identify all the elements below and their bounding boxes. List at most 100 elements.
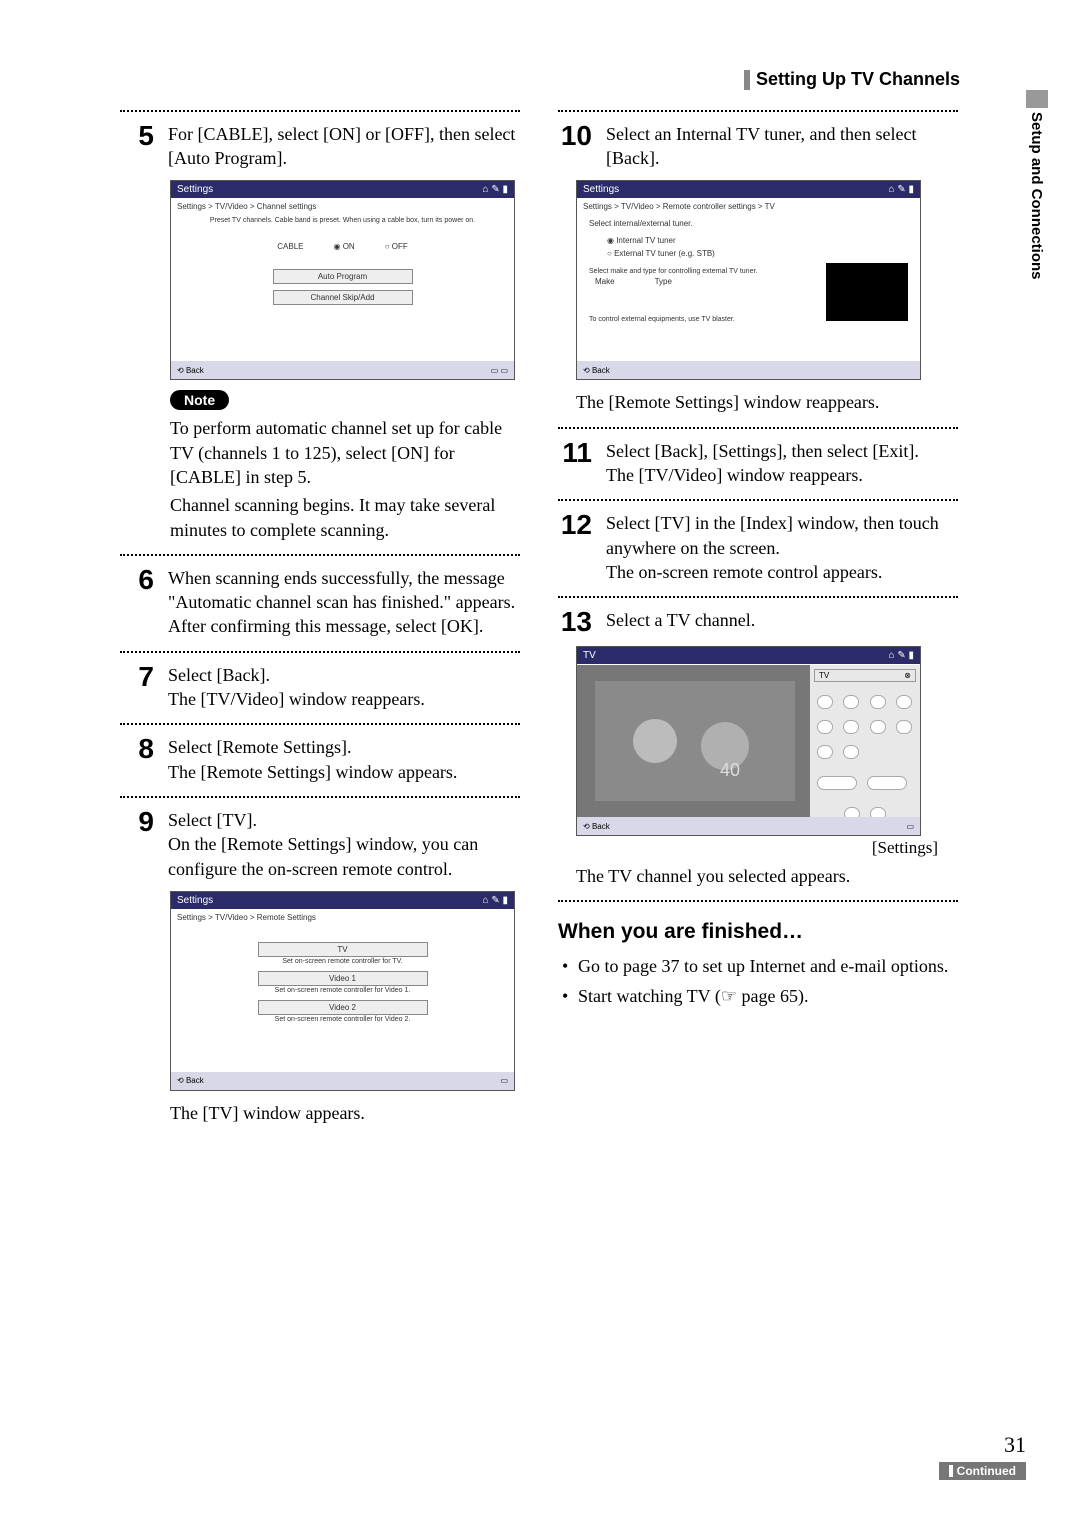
tv-remote-panel: TV⊗ (810, 665, 920, 817)
remote-wide-button (867, 776, 907, 790)
remote-wide-button (817, 776, 857, 790)
screenshot-remote-settings: Settings ⌂ ✎ ▮ Settings > TV/Video > Rem… (170, 891, 515, 1091)
step-text: Select [TV] in the [Index] window, then … (606, 511, 958, 584)
ss-back: ⟲ Back (177, 366, 204, 375)
ss-video2-caption: Set on-screen remote controller for Vide… (195, 1016, 490, 1023)
step-number: 8 (120, 735, 154, 763)
ss-tv-caption: Set on-screen remote controller for TV. (195, 958, 490, 965)
ss-type-label: Type (655, 277, 672, 286)
svg-text:40: 40 (720, 760, 740, 780)
step-number: 13 (558, 608, 592, 636)
ss-back: ⟲ Back (177, 1076, 204, 1085)
step-number: 7 (120, 663, 154, 691)
separator (120, 554, 520, 556)
remote-mini-button (817, 745, 833, 759)
ss-video2-button: Video 2 (258, 1000, 428, 1015)
note-paragraph-2: Channel scanning begins. It may take sev… (170, 493, 516, 542)
ss-video1-caption: Set on-screen remote controller for Vide… (195, 987, 490, 994)
ss-opt-external: ○ External TV tuner (e.g. STB) (607, 249, 908, 258)
ss-title: Settings (177, 895, 213, 906)
ss-back: ⟲ Back (583, 822, 610, 831)
remote-mini-button (817, 695, 833, 709)
finished-heading: When you are finished… (558, 920, 958, 944)
ss-tv-button: TV (258, 942, 428, 957)
step-number: 5 (120, 122, 154, 150)
side-tab-label: Setup and Connections (1026, 112, 1045, 280)
page-content: Setting Up TV Channels 5 For [CABLE], se… (120, 70, 960, 1125)
step-number: 11 (558, 439, 592, 467)
remote-mini-button (896, 720, 912, 734)
separator (558, 499, 958, 501)
ss-radio-on: ◉ ON (333, 242, 354, 251)
bullet-internet: Go to page 37 to set up Internet and e-m… (562, 954, 958, 979)
ss-title-icons: ⌂ ✎ ▮ (483, 184, 508, 195)
page-ref-icon: ☞ (721, 986, 737, 1006)
step-text: Select [Back]. The [TV/Video] window rea… (168, 663, 520, 712)
remote-mini-button (843, 720, 859, 734)
step-number: 6 (120, 566, 154, 594)
ss-title-icons: ⌂ ✎ ▮ (889, 650, 914, 661)
step-5: 5 For [CABLE], select [ON] or [OFF], the… (120, 122, 520, 171)
step-6: 6 When scanning ends successfully, the m… (120, 566, 520, 639)
bullet-watch-tv: Start watching TV (☞ page 65). (562, 984, 958, 1009)
separator (558, 110, 958, 112)
remote-mini-button (870, 720, 886, 734)
step-7: 7 Select [Back]. The [TV/Video] window r… (120, 663, 520, 712)
step-11: 11 Select [Back], [Settings], then selec… (558, 439, 958, 488)
ss-opt-internal: ◉ Internal TV tuner (607, 236, 908, 245)
ss-footer-icons: ▭ ▭ (491, 366, 508, 375)
step-number: 12 (558, 511, 592, 539)
step-number: 10 (558, 122, 592, 150)
ss-cable-label: CABLE (277, 242, 303, 251)
remote-mini-button (817, 720, 833, 734)
ss-auto-program-button: Auto Program (273, 269, 413, 284)
ss-title: Settings (583, 184, 619, 195)
step-text: When scanning ends successfully, the mes… (168, 566, 520, 639)
separator (120, 651, 520, 653)
ss-back: ⟲ Back (583, 366, 610, 375)
step-text: For [CABLE], select [ON] or [OFF], then … (168, 122, 520, 171)
settings-pointer-label: [Settings] (558, 838, 938, 858)
screenshot-channel-settings: Settings ⌂ ✎ ▮ Settings > TV/Video > Cha… (170, 180, 515, 380)
ss-title-icons: ⌂ ✎ ▮ (889, 184, 914, 195)
ss-title-icons: ⌂ ✎ ▮ (483, 895, 508, 906)
screenshot-tv-playback: TV ⌂ ✎ ▮ 40 TV⊗ (576, 646, 921, 836)
separator (120, 110, 520, 112)
step-text: Select a TV channel. (606, 608, 958, 632)
step-13: 13 Select a TV channel. (558, 608, 958, 636)
caption-channel-appears: The TV channel you selected appears. (576, 864, 958, 888)
right-column: 10 Select an Internal TV tuner, and then… (558, 98, 958, 1125)
tv-channel-label: TV⊗ (814, 669, 916, 682)
step-text: Select [TV]. On the [Remote Settings] wi… (168, 808, 520, 881)
step-8: 8 Select [Remote Settings]. The [Remote … (120, 735, 520, 784)
ss-preview-box (826, 263, 908, 321)
ss-instruction: Preset TV channels. Cable band is preset… (195, 217, 490, 224)
tv-video-area: 40 (577, 665, 812, 817)
separator (120, 796, 520, 798)
ss-title: Settings (177, 184, 213, 195)
step-number: 9 (120, 808, 154, 836)
step-text: Select [Remote Settings]. The [Remote Se… (168, 735, 520, 784)
note-badge: Note (170, 390, 229, 410)
section-header: Setting Up TV Channels (744, 70, 960, 90)
caption-remote-window: The [Remote Settings] window reappears. (576, 390, 958, 414)
remote-mini-button (843, 745, 859, 759)
remote-mini-button (896, 695, 912, 709)
ss-make-label: Make (595, 277, 615, 286)
left-column: 5 For [CABLE], select [ON] or [OFF], the… (120, 98, 520, 1125)
separator (558, 596, 958, 598)
ss-footer-icons: ▭ (906, 822, 914, 831)
step-text: Select an Internal TV tuner, and then se… (606, 122, 958, 171)
step-9: 9 Select [TV]. On the [Remote Settings] … (120, 808, 520, 881)
finished-list: Go to page 37 to set up Internet and e-m… (558, 954, 958, 1008)
step-text: Select [Back], [Settings], then select [… (606, 439, 958, 488)
ss-channel-skip-button: Channel Skip/Add (273, 290, 413, 305)
screenshot-tuner-select: Settings ⌂ ✎ ▮ Settings > TV/Video > Rem… (576, 180, 921, 380)
separator (120, 723, 520, 725)
tv-content-image: 40 (595, 681, 795, 801)
caption-tv-window: The [TV] window appears. (170, 1101, 520, 1125)
step-12: 12 Select [TV] in the [Index] window, th… (558, 511, 958, 584)
ss-title: TV (583, 650, 596, 661)
side-tab-marker (1026, 90, 1048, 108)
ss-radio-off: ○ OFF (385, 242, 408, 251)
